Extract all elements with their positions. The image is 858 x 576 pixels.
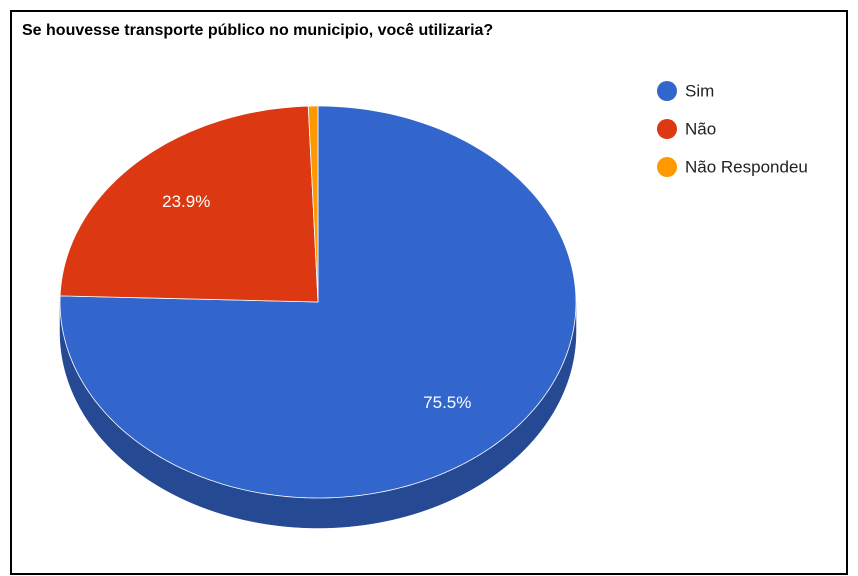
pie: 75.5% 23.9% bbox=[59, 105, 577, 529]
legend-swatch bbox=[657, 119, 677, 139]
data-label: 23.9% bbox=[162, 192, 210, 211]
data-label: 75.5% bbox=[423, 393, 471, 412]
pie-slice bbox=[59, 105, 577, 499]
legend-label: Sim bbox=[685, 81, 714, 100]
pie-slice bbox=[307, 105, 319, 303]
legend-label: Não bbox=[685, 119, 716, 138]
legend-label: Não Respondeu bbox=[685, 157, 808, 176]
legend: Sim Não Não Respondeu bbox=[657, 81, 808, 177]
legend-swatch bbox=[657, 81, 677, 101]
pie-slice bbox=[59, 105, 319, 303]
chart-title: Se houvesse transporte público no munici… bbox=[22, 22, 493, 39]
legend-swatch bbox=[657, 157, 677, 177]
